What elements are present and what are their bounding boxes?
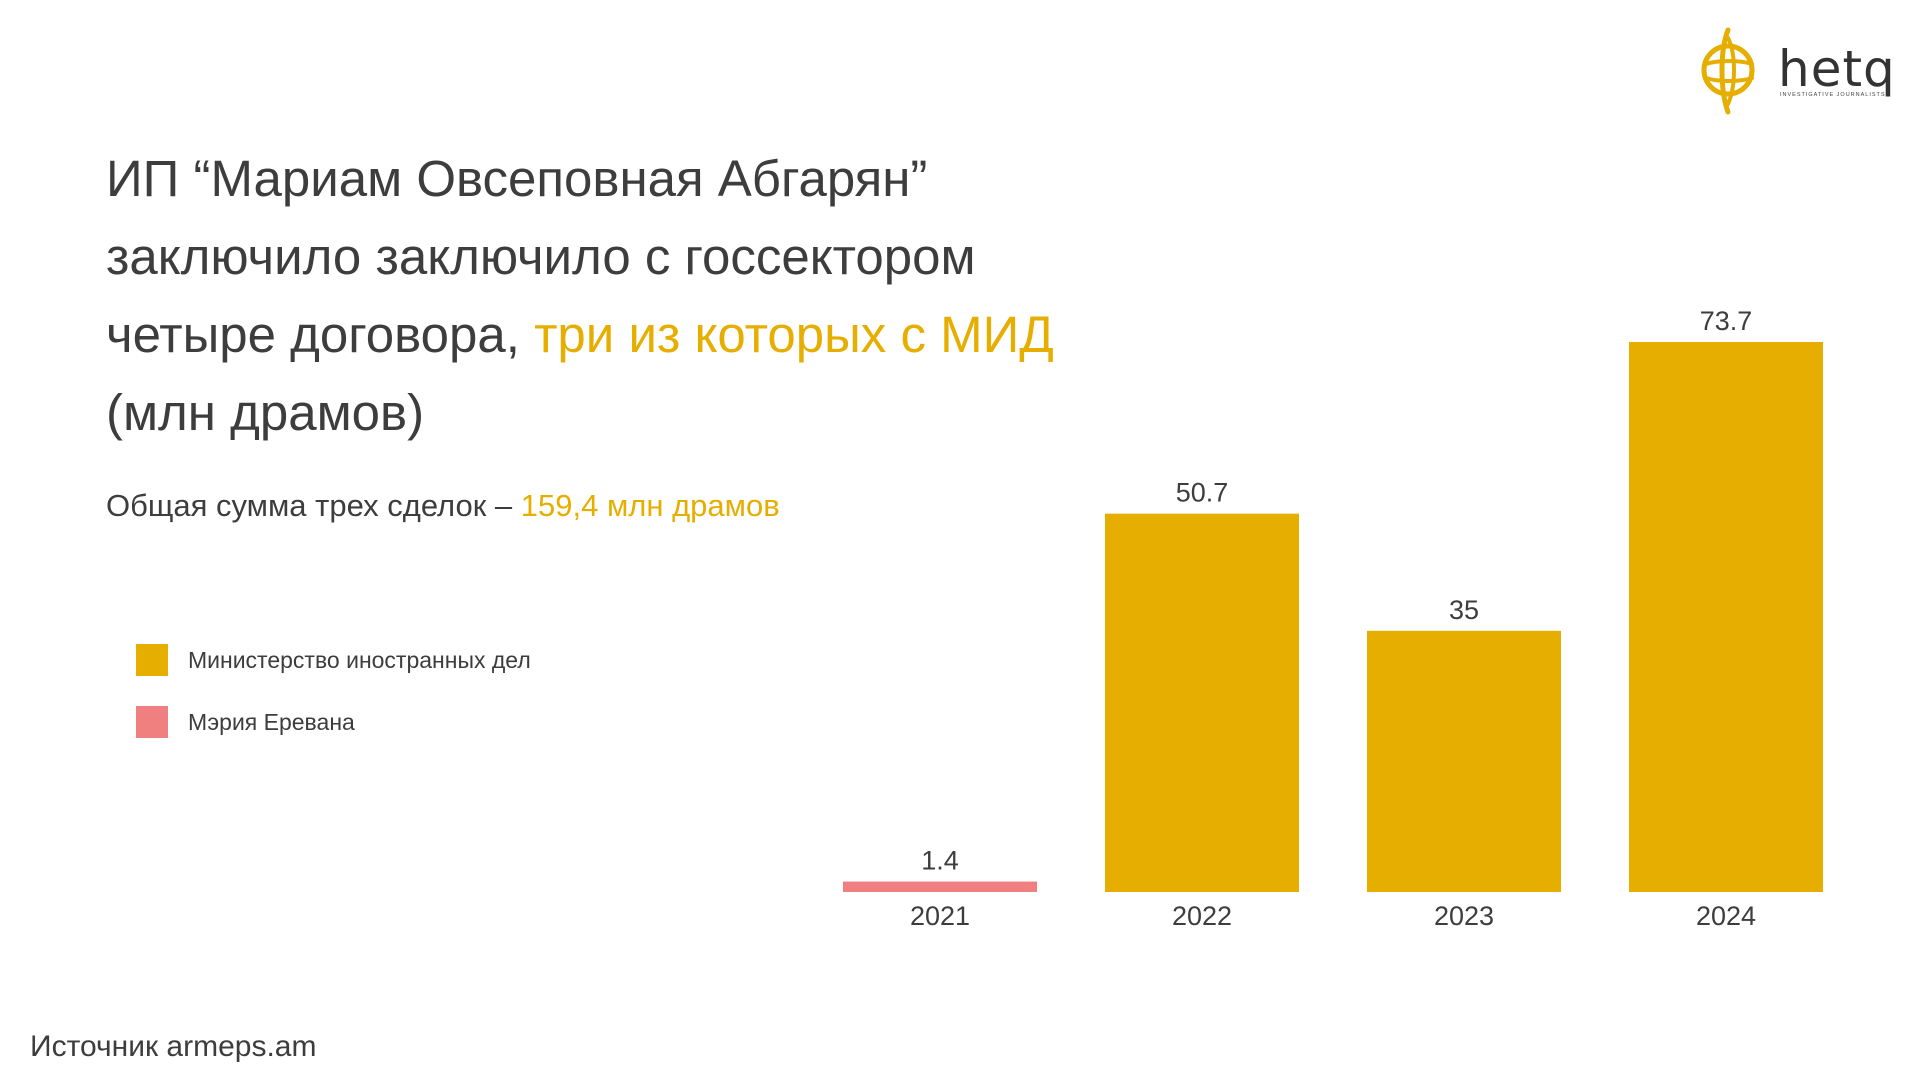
value-label-2022: 50.7 <box>1176 478 1229 508</box>
title-part-unit: (млн драмов) <box>106 384 425 441</box>
subtitle-prefix: Общая сумма трех сделок – <box>106 488 521 523</box>
x-tick-2023: 2023 <box>1434 901 1494 931</box>
legend-swatch-mfa <box>136 644 168 676</box>
bar-2023 <box>1367 630 1561 892</box>
subtitle: Общая сумма трех сделок – 159,4 млн драм… <box>106 488 780 524</box>
x-tick-2022: 2022 <box>1172 901 1232 931</box>
bar-2022 <box>1105 513 1299 892</box>
bar-2021 <box>843 881 1037 892</box>
title-part-main: ИП “Мариам Овсеповная Абгарян” заключило… <box>106 150 976 363</box>
logo-tagline: INVESTIGATIVE JOURNALISTS <box>1780 92 1886 98</box>
chart-legend: Министерство иностранных дел Мэрия Ерева… <box>136 644 531 768</box>
legend-label-mfa: Министерство иностранных дел <box>188 646 531 673</box>
hetq-logo: hetq INVESTIGATIVE JOURNALISTS <box>1698 22 1898 120</box>
legend-swatch-yerevan <box>136 706 168 738</box>
page-title: ИП “Мариам Овсеповная Абгарян” заключило… <box>106 140 1066 452</box>
value-label-2021: 1.4 <box>921 846 959 876</box>
value-label-2024: 73.7 <box>1700 306 1753 336</box>
source-note: Источник armeps.am <box>30 1030 317 1063</box>
value-label-2023: 35 <box>1449 595 1479 625</box>
x-tick-2021: 2021 <box>910 901 970 931</box>
legend-label-yerevan: Мэрия Еревана <box>188 708 355 735</box>
legend-item-yerevan: Мэрия Еревана <box>136 706 531 738</box>
bar-2024 <box>1629 342 1823 892</box>
legend-item-mfa: Министерство иностранных дел <box>136 644 531 676</box>
subtitle-total: 159,4 млн драмов <box>520 488 780 523</box>
logo-wordmark: hetq <box>1778 40 1896 98</box>
x-tick-2024: 2024 <box>1696 901 1756 931</box>
title-part-highlight: три из которых с МИД <box>534 306 1054 363</box>
globe-icon <box>1701 27 1755 115</box>
